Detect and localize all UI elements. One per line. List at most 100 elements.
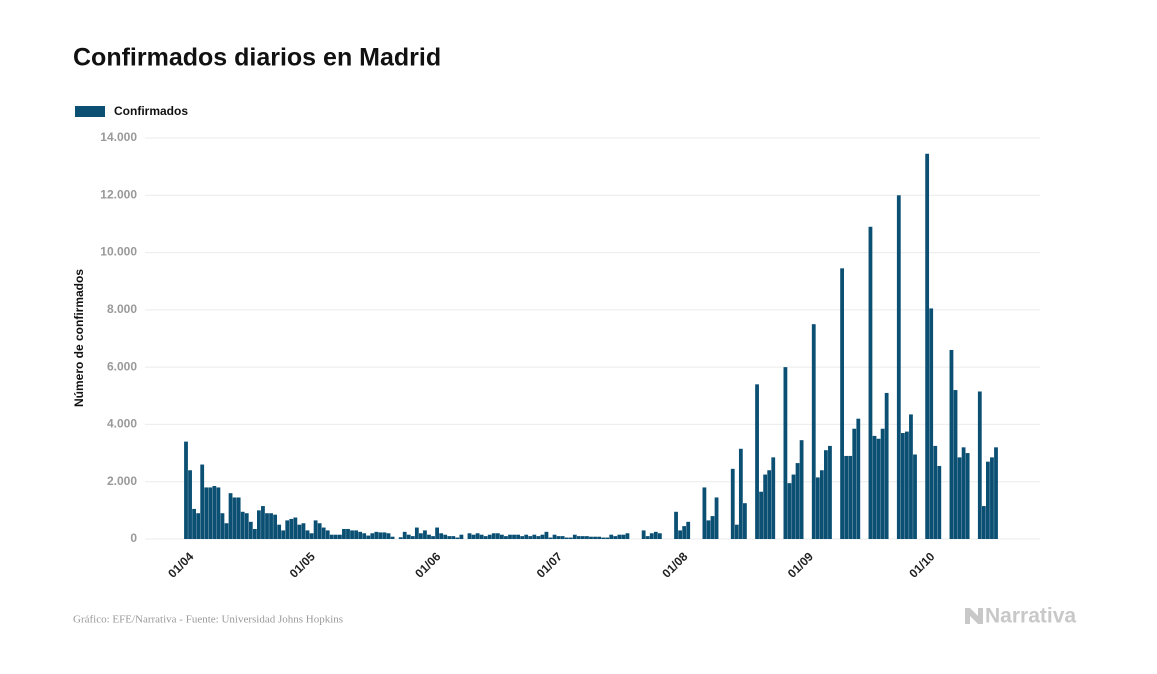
bar: [204, 487, 209, 539]
bar: [682, 526, 687, 539]
bar: [240, 511, 245, 539]
bar: [819, 470, 824, 539]
bar: [321, 527, 326, 539]
bar: [289, 518, 294, 539]
bar: [277, 524, 282, 539]
bar: [674, 511, 678, 539]
bar: [431, 536, 435, 539]
bar: [382, 532, 387, 539]
bar: [597, 536, 601, 539]
bar: [714, 497, 719, 539]
bar: [556, 536, 561, 539]
bar: [398, 537, 403, 539]
bar: [192, 508, 196, 539]
bar: [564, 537, 569, 539]
bar: [738, 448, 743, 539]
bar: [657, 533, 662, 539]
bar: [386, 533, 391, 539]
bar: [686, 521, 691, 539]
bar: [828, 445, 832, 539]
bar: [536, 536, 541, 539]
bar: [925, 153, 930, 539]
bar: [824, 450, 828, 539]
bar: [435, 527, 439, 539]
bar: [856, 418, 861, 539]
bar: [269, 513, 273, 539]
bar: [528, 536, 533, 539]
bar: [443, 534, 448, 539]
bar: [483, 536, 488, 539]
y-tick-label: 6.000: [107, 359, 137, 373]
bar: [548, 537, 553, 539]
bar: [487, 534, 492, 539]
bar: [880, 428, 885, 539]
bar: [767, 470, 772, 539]
bar: [419, 533, 423, 539]
bar: [447, 536, 452, 539]
bar: [370, 533, 375, 539]
bar: [220, 513, 225, 539]
bar: [641, 530, 646, 539]
bar: [986, 461, 990, 539]
bar: [884, 392, 889, 539]
bar: [755, 384, 759, 539]
bar: [589, 536, 593, 539]
y-tick-label: 4.000: [107, 417, 137, 431]
bar: [965, 453, 970, 539]
bar: [224, 523, 229, 539]
bar: [702, 487, 707, 539]
bar: [844, 455, 849, 539]
bar: [852, 428, 857, 539]
bar: [990, 457, 994, 539]
bar: [390, 536, 395, 539]
bar: [994, 447, 998, 539]
bar: [791, 474, 796, 539]
bar: [961, 447, 966, 539]
x-tick-label: 01/04: [165, 549, 196, 580]
bar: [285, 520, 290, 539]
bar: [678, 530, 682, 539]
bar: [900, 433, 905, 539]
bar: [273, 514, 277, 539]
bar: [568, 537, 573, 539]
bar: [257, 510, 261, 539]
bar: [783, 367, 788, 539]
bar: [933, 445, 938, 539]
bar: [560, 536, 565, 539]
bar: [333, 534, 338, 539]
bar: [795, 463, 800, 539]
bar: [374, 531, 379, 539]
bar: [957, 457, 962, 539]
y-tick-label: 10.000: [100, 245, 137, 259]
bar: [572, 534, 577, 539]
x-tick-label: 01/09: [785, 549, 816, 580]
bar: [771, 457, 776, 539]
bar: [581, 536, 585, 539]
bar: [977, 391, 982, 539]
bar: [402, 531, 407, 539]
bar: [868, 226, 873, 540]
bar: [540, 534, 545, 539]
bar: [248, 521, 253, 539]
bar: [544, 531, 549, 539]
bar: [937, 465, 942, 539]
bar: [459, 534, 464, 539]
bar: [759, 491, 763, 539]
bar: [281, 530, 286, 539]
bar: [491, 533, 496, 539]
bar: [358, 531, 363, 539]
bar: [301, 523, 306, 539]
bar: [552, 534, 557, 539]
bar: [244, 513, 249, 539]
x-tick-label: 01/07: [534, 549, 565, 580]
bar: [338, 534, 342, 539]
bar: [763, 474, 768, 539]
bar: [601, 537, 606, 539]
bar: [471, 534, 476, 539]
bar: [811, 324, 816, 539]
bar: [329, 534, 334, 539]
bar: [479, 534, 484, 539]
bar: [524, 534, 529, 539]
bar: [500, 534, 504, 539]
bar: [317, 523, 322, 539]
